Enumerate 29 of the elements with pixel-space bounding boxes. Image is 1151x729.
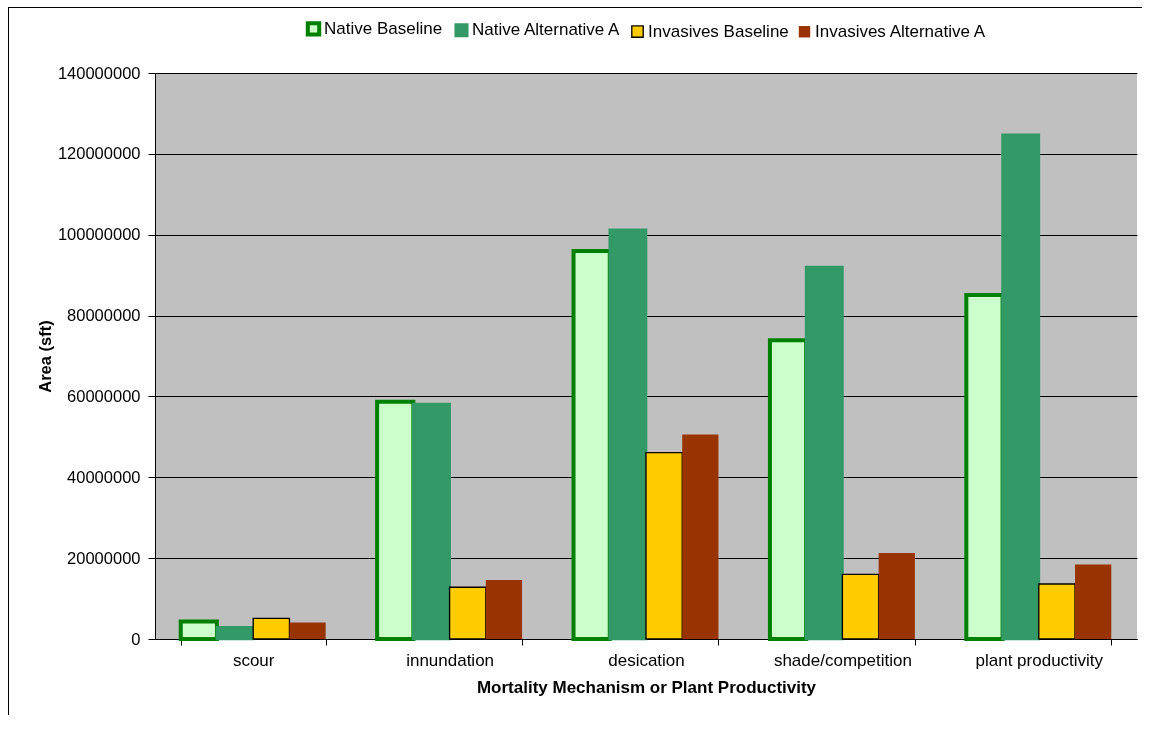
x-tick-label: plant productivity [975,650,1104,670]
x-tick-label: shade/competition [773,650,912,670]
bar [608,228,648,641]
bar [878,552,915,639]
y-tick-label: 100000000 [57,225,141,244]
y-tick-label: 0 [131,629,141,648]
x-tick-label: scour [232,650,275,670]
y-tick-label: 120000000 [57,144,141,163]
bar [289,622,326,639]
legend-label: Invasives Baseline [648,21,789,41]
bar [682,434,719,639]
y-tick-label: 20000000 [67,548,141,567]
x-axis-title: Mortality Mechanism or Plant Productivity [476,677,817,697]
bar [804,265,844,641]
bar [215,625,255,641]
bar [412,402,451,641]
bar [1001,133,1041,641]
y-tick-label: 140000000 [57,63,141,82]
x-tick-label: desication [608,650,685,670]
legend-label: Invasives Alternative A [815,21,986,41]
y-tick-label: 80000000 [67,306,141,325]
y-tick-label: 40000000 [67,467,141,486]
bar [1075,564,1112,639]
legend-label: Native Baseline [324,18,443,38]
x-tick-label: innundation [406,650,495,670]
bar [485,579,523,639]
y-tick-label: 60000000 [67,386,141,405]
y-axis-title: Area (sft) [35,320,54,393]
legend-label: Native Alternative A [472,20,621,40]
